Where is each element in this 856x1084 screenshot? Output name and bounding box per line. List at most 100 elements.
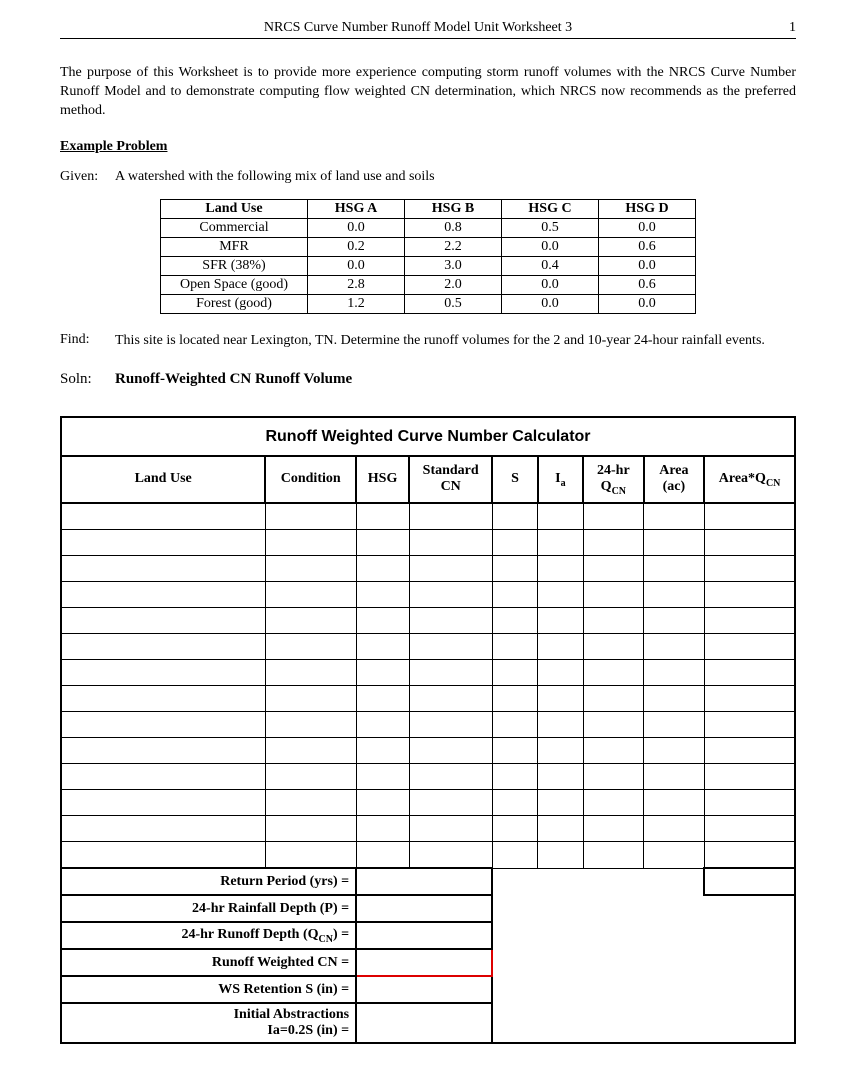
given-text: A watershed with the following mix of la… — [115, 169, 796, 185]
calc-cell — [356, 686, 409, 712]
calc-cell — [61, 660, 265, 686]
calc-cell — [265, 790, 356, 816]
example-heading: Example Problem — [60, 139, 796, 155]
calc-col-s: S — [492, 456, 537, 504]
param-value — [356, 895, 492, 922]
calc-cell — [644, 790, 705, 816]
calc-cell — [538, 530, 583, 556]
blank — [492, 976, 704, 1003]
calc-cell — [704, 503, 795, 530]
calc-cell — [704, 660, 795, 686]
calc-cell — [644, 530, 705, 556]
soln-text: Runoff-Weighted CN Runoff Volume — [115, 371, 352, 388]
table-cell: 2.2 — [405, 237, 502, 256]
calc-col-condition: Condition — [265, 456, 356, 504]
calc-cell — [492, 842, 537, 869]
calc-cell — [265, 764, 356, 790]
calc-cell — [644, 634, 705, 660]
calc-cell — [538, 582, 583, 608]
calc-cell — [644, 738, 705, 764]
hsg-a-header: HSG A — [308, 199, 405, 218]
calc-cell — [583, 712, 644, 738]
calc-cell — [583, 608, 644, 634]
table-cell: 0.6 — [599, 275, 696, 294]
table-cell: 3.0 — [405, 256, 502, 275]
calc-cell — [538, 686, 583, 712]
calc-cell — [409, 686, 492, 712]
table-cell: 0.0 — [502, 294, 599, 313]
calc-cell — [583, 660, 644, 686]
calc-cell — [61, 582, 265, 608]
blank — [704, 976, 795, 1003]
calc-cell — [492, 608, 537, 634]
calc-cell — [492, 764, 537, 790]
calc-cell — [704, 556, 795, 582]
blank — [492, 949, 704, 976]
calc-cell — [644, 764, 705, 790]
calc-cell — [492, 556, 537, 582]
calc-col-area: Area(ac) — [644, 456, 705, 504]
given-row: Given: A watershed with the following mi… — [60, 169, 796, 185]
table-cell: 2.8 — [308, 275, 405, 294]
calc-cell — [704, 816, 795, 842]
calc-cell — [704, 738, 795, 764]
calc-cell — [356, 556, 409, 582]
calc-col-ia: Ia — [538, 456, 583, 504]
calc-cell — [356, 738, 409, 764]
calc-col-hsg: HSG — [356, 456, 409, 504]
calc-cell — [492, 634, 537, 660]
calc-cell — [644, 582, 705, 608]
table-row-name: Open Space (good) — [161, 275, 308, 294]
hsg-d-header: HSG D — [599, 199, 696, 218]
calc-cell — [61, 842, 265, 869]
calc-cell — [492, 712, 537, 738]
param-label: Return Period (yrs) = — [61, 868, 356, 895]
table-cell: 0.8 — [405, 218, 502, 237]
calc-cell — [538, 816, 583, 842]
table-cell: 0.6 — [599, 237, 696, 256]
calc-cell — [265, 634, 356, 660]
calc-cell — [356, 608, 409, 634]
calc-cell — [356, 712, 409, 738]
calc-cell — [538, 764, 583, 790]
calc-cell — [356, 634, 409, 660]
table-cell: 0.4 — [502, 256, 599, 275]
calc-cell — [265, 712, 356, 738]
calc-cell — [356, 816, 409, 842]
soln-row: Soln: Runoff-Weighted CN Runoff Volume — [60, 371, 796, 388]
param-label: Initial AbstractionsIa=0.2S (in) = — [61, 1003, 356, 1043]
given-label: Given: — [60, 169, 115, 185]
calc-cell — [492, 686, 537, 712]
calc-cell — [356, 530, 409, 556]
calc-cell — [492, 530, 537, 556]
calc-cell — [61, 608, 265, 634]
calc-cell — [356, 660, 409, 686]
calc-cell — [538, 842, 583, 869]
calc-cell — [409, 790, 492, 816]
table-cell: 0.2 — [308, 237, 405, 256]
calc-title: Runoff Weighted Curve Number Calculator — [61, 417, 795, 456]
blank — [704, 1003, 795, 1043]
calc-cell — [583, 582, 644, 608]
calc-cell — [409, 764, 492, 790]
table-cell: 0.5 — [502, 218, 599, 237]
calculator-table: Runoff Weighted Curve Number Calculator … — [60, 416, 796, 1045]
blank — [492, 868, 704, 895]
calc-cell — [265, 530, 356, 556]
calc-cell — [409, 738, 492, 764]
table-cell: 0.0 — [308, 218, 405, 237]
calc-cell — [61, 686, 265, 712]
calc-cell — [265, 842, 356, 869]
table-row-name: MFR — [161, 237, 308, 256]
calc-cell — [704, 634, 795, 660]
calc-cell — [61, 530, 265, 556]
calc-cell — [704, 764, 795, 790]
find-text: This site is located near Lexington, TN.… — [115, 332, 796, 351]
calc-cell — [644, 660, 705, 686]
calc-cell — [644, 712, 705, 738]
calc-cell — [492, 816, 537, 842]
calc-cell — [492, 738, 537, 764]
calc-cell — [704, 530, 795, 556]
calc-cell — [704, 712, 795, 738]
blank — [492, 1003, 704, 1043]
